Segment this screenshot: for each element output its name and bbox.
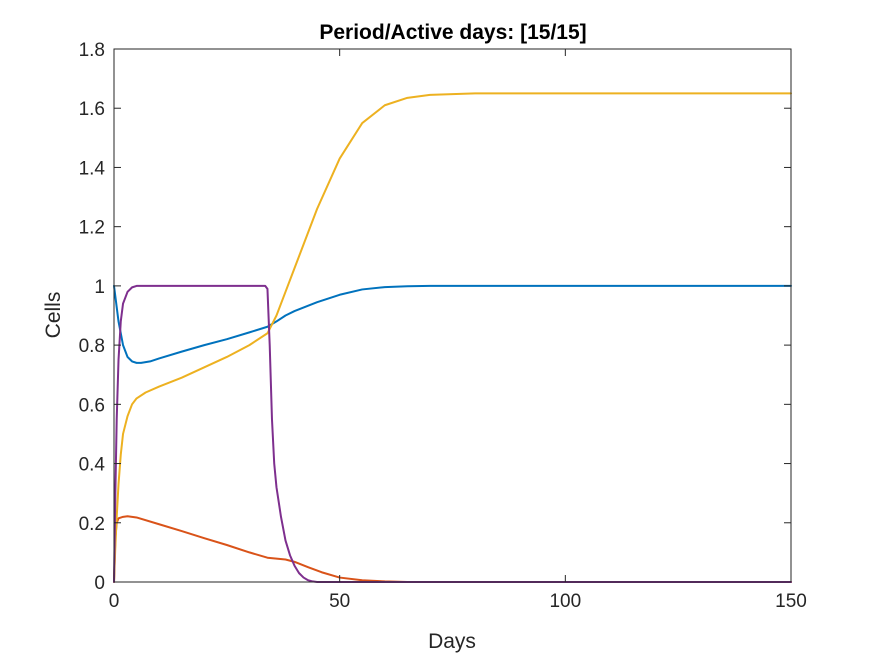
x-tick-label: 50 [329, 591, 350, 612]
series-line-1 [113, 284, 792, 364]
y-tick-label: 1.8 [79, 40, 105, 61]
y-tick-label: 0.8 [79, 336, 105, 357]
series-line-4 [113, 284, 792, 583]
series-line-2 [113, 515, 792, 583]
chart-title: Period/Active days: [15/15] [319, 21, 586, 44]
series-layer [113, 92, 792, 583]
y-tick-label: 1 [94, 277, 105, 298]
x-axis-label: Days [428, 630, 476, 653]
y-axis-ticks: 0 0.2 0.4 0.6 0.8 1 1.2 1.4 1.6 1.8 [79, 40, 791, 594]
x-tick-label: 150 [775, 591, 807, 612]
series-line-3 [113, 92, 792, 583]
y-tick-label: 0 [94, 573, 105, 594]
x-tick-label: 100 [549, 591, 581, 612]
y-axis-label: Cells [42, 292, 65, 339]
y-tick-label: 0.2 [79, 514, 105, 535]
y-tick-label: 1.2 [79, 218, 105, 239]
x-tick-label: 0 [109, 591, 120, 612]
y-tick-label: 0.6 [79, 395, 105, 416]
y-tick-label: 0.4 [79, 455, 106, 476]
y-tick-label: 1.4 [79, 158, 106, 179]
plot-area [113, 48, 792, 583]
x-axis-ticks: 0 50 100 150 [109, 49, 807, 612]
y-tick-label: 1.6 [79, 99, 105, 120]
